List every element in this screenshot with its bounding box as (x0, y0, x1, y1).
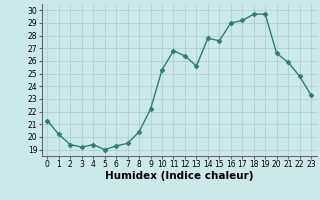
X-axis label: Humidex (Indice chaleur): Humidex (Indice chaleur) (105, 171, 253, 181)
